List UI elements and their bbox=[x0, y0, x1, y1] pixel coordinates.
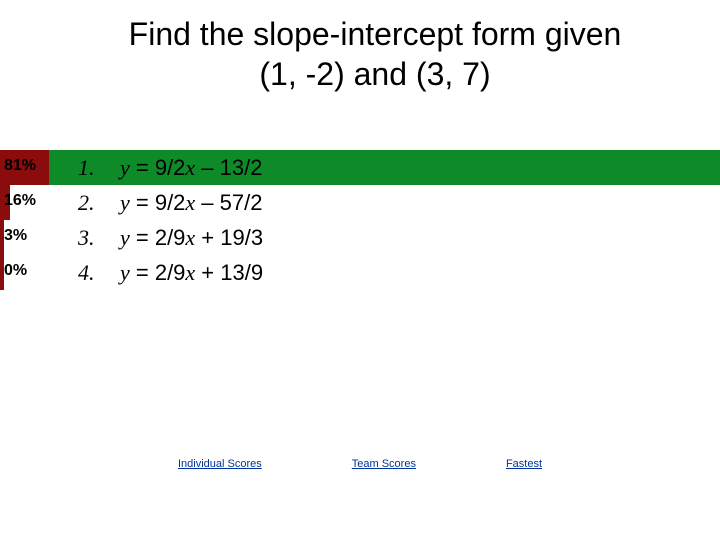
title-line-2: (1, -2) and (3, 7) bbox=[259, 56, 490, 92]
answer-row[interactable]: 16% 2. y = 9/2x – 57/2 bbox=[0, 185, 720, 220]
correct-highlight bbox=[0, 150, 720, 185]
percent-label: 81% bbox=[4, 157, 64, 175]
answer-number: 3. bbox=[78, 225, 95, 251]
answer-row[interactable]: 0% 4. y = 2/9x + 13/9 bbox=[0, 255, 720, 290]
answer-equation: y = 2/9x + 19/3 bbox=[120, 225, 263, 251]
footer-link[interactable]: Team Scores bbox=[352, 458, 416, 470]
answer-number: 2. bbox=[78, 190, 95, 216]
percent-label: 0% bbox=[4, 262, 64, 280]
footer-links: Individual Scores Team Scores Fastest bbox=[0, 458, 720, 470]
answer-number: 1. bbox=[78, 155, 95, 181]
question-title: Find the slope-intercept form given (1, … bbox=[0, 0, 720, 94]
percent-label: 3% bbox=[4, 227, 64, 245]
answer-row[interactable]: 81% 1. y = 9/2x – 13/2 bbox=[0, 150, 720, 185]
answer-number: 4. bbox=[78, 260, 95, 286]
answer-equation: y = 2/9x + 13/9 bbox=[120, 260, 263, 286]
title-line-1: Find the slope-intercept form given bbox=[129, 16, 622, 52]
answers-list: 81% 1. y = 9/2x – 13/2 16% 2. y = 9/2x – 57/2… bbox=[0, 150, 720, 290]
answer-equation: y = 9/2x – 13/2 bbox=[120, 155, 262, 181]
footer-link[interactable]: Fastest bbox=[506, 458, 542, 470]
answer-row[interactable]: 3% 3. y = 2/9x + 19/3 bbox=[0, 220, 720, 255]
percent-label: 16% bbox=[4, 192, 64, 210]
answer-equation: y = 9/2x – 57/2 bbox=[120, 190, 262, 216]
footer-link[interactable]: Individual Scores bbox=[178, 458, 262, 470]
